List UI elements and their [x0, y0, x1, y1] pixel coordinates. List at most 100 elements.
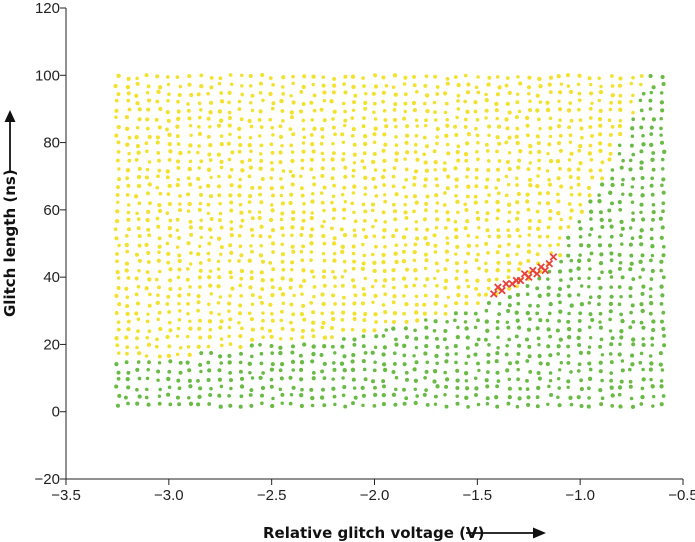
no-effect-point [435, 283, 439, 288]
x-axis-arrow-icon [533, 527, 546, 539]
reset-point [463, 320, 468, 324]
no-effect-point [352, 284, 357, 289]
no-effect-point [526, 249, 532, 254]
reset-point [455, 368, 460, 373]
no-effect-point [249, 124, 254, 129]
reset-point [620, 368, 625, 373]
no-effect-point [177, 301, 181, 306]
no-effect-point [361, 124, 366, 129]
no-effect-point [463, 152, 469, 157]
no-effect-point [116, 200, 120, 205]
no-effect-point [391, 174, 396, 179]
data-points [113, 72, 667, 410]
no-effect-point [331, 125, 336, 130]
no-effect-point [137, 201, 142, 206]
no-effect-point [258, 81, 263, 86]
reset-point [617, 385, 623, 390]
reset-point [609, 275, 614, 279]
no-effect-point [300, 166, 305, 170]
no-effect-point [126, 183, 131, 188]
no-effect-point [536, 174, 540, 178]
no-effect-point [569, 151, 574, 156]
reset-point [333, 351, 337, 355]
reset-point [455, 394, 459, 398]
no-effect-point [343, 174, 348, 179]
no-effect-point [496, 260, 501, 265]
no-effect-point [299, 174, 303, 179]
no-effect-point [516, 210, 520, 215]
no-effect-point [506, 182, 511, 187]
no-effect-point [568, 133, 573, 138]
reset-point [567, 293, 572, 298]
no-effect-point [177, 92, 182, 98]
no-effect-point [126, 91, 131, 96]
no-effect-point [196, 92, 201, 97]
no-effect-point [404, 302, 409, 307]
no-effect-point [137, 117, 142, 122]
no-effect-point [352, 161, 357, 165]
reset-point [617, 266, 622, 271]
no-effect-point [199, 218, 203, 222]
reset-point [219, 384, 224, 389]
no-effect-point [507, 90, 512, 95]
no-effect-point [176, 165, 181, 170]
reset-point [158, 387, 162, 392]
reset-point [381, 352, 386, 357]
no-effect-point [218, 325, 223, 330]
no-effect-point [147, 182, 152, 187]
no-effect-point [188, 285, 192, 289]
no-effect-point [475, 118, 480, 122]
reset-point [620, 226, 625, 231]
no-effect-point [198, 225, 204, 230]
no-effect-point [372, 234, 377, 238]
reset-point [145, 376, 150, 381]
no-effect-point [580, 135, 584, 140]
no-effect-point [146, 98, 152, 103]
no-effect-point [425, 227, 430, 232]
no-effect-point [425, 108, 430, 114]
no-effect-point [361, 227, 366, 232]
no-effect-point [165, 75, 170, 79]
reset-point [641, 267, 645, 272]
reset-point [621, 158, 625, 163]
no-effect-point [392, 285, 396, 290]
reset-point [650, 192, 655, 197]
no-effect-point [445, 81, 450, 86]
reset-point [566, 284, 571, 289]
reset-point [136, 360, 141, 364]
no-effect-point [517, 109, 522, 114]
reset-point [299, 367, 304, 372]
reset-point [628, 226, 633, 230]
reset-point [609, 371, 614, 375]
no-effect-point [495, 199, 500, 205]
no-effect-point [270, 241, 276, 246]
no-effect-point [176, 99, 180, 104]
reset-point [250, 376, 255, 380]
no-effect-point [206, 251, 211, 256]
no-effect-point [176, 109, 181, 114]
no-effect-point [114, 293, 119, 299]
reset-point [599, 337, 604, 342]
no-effect-point [146, 251, 151, 255]
no-effect-point [290, 260, 295, 265]
no-effect-point [433, 243, 438, 248]
no-effect-point [144, 175, 149, 180]
no-effect-point [257, 185, 262, 190]
x-tick-label: −3.0 [154, 487, 184, 504]
reset-point [114, 362, 119, 367]
reset-point [414, 336, 419, 341]
no-effect-point [240, 218, 245, 223]
reset-point [566, 379, 571, 384]
reset-point [117, 393, 122, 398]
reset-point [476, 402, 481, 407]
no-effect-point [477, 226, 481, 230]
no-effect-point [514, 134, 519, 139]
no-effect-point [166, 251, 171, 257]
no-effect-point [165, 127, 169, 132]
reset-point [435, 384, 440, 389]
no-effect-point [433, 74, 438, 79]
no-effect-point [352, 259, 357, 264]
no-effect-point [587, 151, 592, 156]
no-effect-point [588, 106, 593, 111]
reset-point [514, 310, 519, 315]
